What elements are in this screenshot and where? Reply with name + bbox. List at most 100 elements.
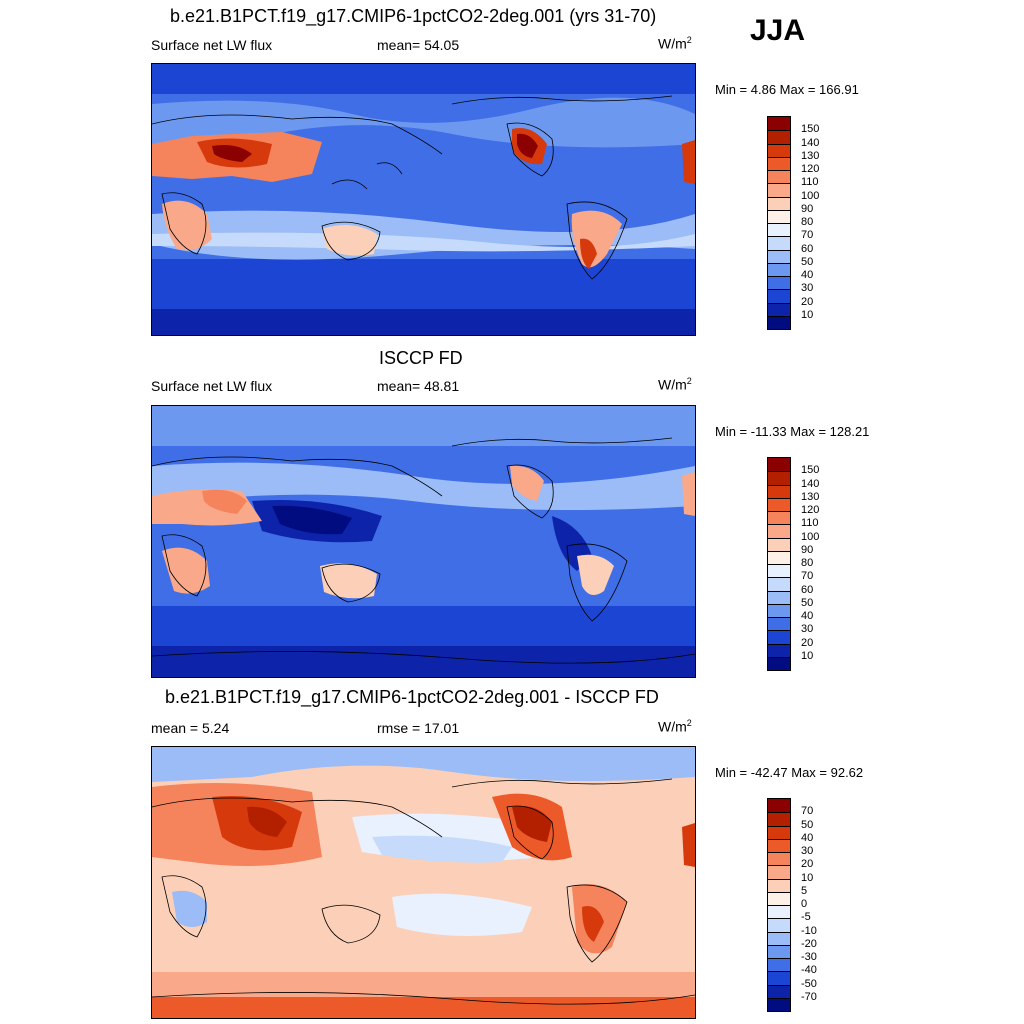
colorbar-segment — [768, 289, 790, 303]
panel1-colorbar — [767, 116, 791, 330]
panel2-units: W/m2 — [658, 376, 692, 393]
colorbar-tick-label: 40 — [801, 831, 814, 844]
colorbar-tick-label: 90 — [801, 202, 814, 215]
colorbar-tick-label: -20 — [801, 937, 817, 950]
colorbar-segment — [768, 656, 790, 670]
colorbar-segment — [768, 630, 790, 644]
colorbar-tick-label: 80 — [801, 216, 814, 228]
colorbar-segment — [768, 143, 790, 157]
colorbar-tick-label: 20 — [801, 295, 814, 308]
panel2-map — [151, 405, 696, 678]
colorbar-segment — [768, 484, 790, 498]
season-label: JJA — [750, 14, 806, 47]
colorbar-segment — [768, 262, 790, 276]
colorbar-tick-label: 20 — [801, 636, 814, 649]
colorbar-tick-label: 10 — [801, 649, 814, 662]
colorbar-tick-label: -10 — [801, 924, 817, 937]
colorbar-tick-label: 50 — [801, 596, 814, 609]
colorbar-segment — [768, 223, 790, 237]
colorbar-tick-label: 30 — [801, 282, 814, 295]
colorbar-segment — [768, 799, 790, 813]
panel2-variable-label: Surface net LW flux — [151, 378, 273, 394]
colorbar-tick-label: -70 — [801, 990, 817, 1003]
colorbar-tick-label: 30 — [801, 623, 814, 636]
colorbar-tick-label: -30 — [801, 951, 817, 963]
panel3-colorbar — [767, 798, 791, 1012]
colorbar-segment — [768, 590, 790, 604]
colorbar-segment — [768, 209, 790, 223]
colorbar-segment — [768, 971, 790, 985]
colorbar-tick-label: -5 — [801, 911, 811, 924]
colorbar-segment — [768, 918, 790, 932]
colorbar-segment — [768, 878, 790, 892]
colorbar-tick-label: 80 — [801, 557, 814, 569]
panel1-variable-label: Surface net LW flux — [151, 37, 273, 53]
panel3-rmse-label: rmse = 17.01 — [377, 720, 460, 736]
colorbar-segment — [768, 944, 790, 958]
panel2-mean-label: mean= 48.81 — [377, 378, 460, 394]
colorbar-segment — [768, 276, 790, 290]
colorbar-tick-label: 0 — [801, 898, 808, 910]
colorbar-segment — [768, 458, 790, 472]
colorbar-segment — [768, 577, 790, 591]
colorbar-segment — [768, 891, 790, 905]
colorbar-tick-label: -40 — [801, 964, 817, 977]
colorbar-segment — [768, 497, 790, 511]
colorbar-segment — [768, 603, 790, 617]
colorbar-tick-label: 120 — [801, 163, 820, 175]
panel3-minmax: Min = -42.47 Max = 92.62 — [715, 765, 864, 780]
panel2-title: ISCCP FD — [379, 348, 463, 368]
colorbar-segment — [768, 537, 790, 551]
colorbar-tick-label: 70 — [801, 805, 814, 818]
colorbar-segment — [768, 249, 790, 263]
colorbar-segment — [768, 302, 790, 316]
colorbar-segment — [768, 196, 790, 210]
colorbar-tick-label: 100 — [801, 189, 820, 202]
colorbar-tick-label: 110 — [801, 176, 819, 189]
colorbar-tick-label: -50 — [801, 977, 817, 990]
colorbar-segment — [768, 117, 790, 131]
colorbar-tick-label: 70 — [801, 229, 814, 242]
colorbar-tick-label: 150 — [801, 464, 820, 477]
colorbar-segment — [768, 825, 790, 839]
colorbar-tick-label: 110 — [801, 517, 819, 530]
colorbar-tick-label: 10 — [801, 871, 814, 884]
panel1-units: W/m2 — [658, 35, 692, 52]
panel1-title: b.e21.B1PCT.f19_g17.CMIP6-1pctCO2-2deg.0… — [170, 6, 657, 26]
colorbar-tick-label: 130 — [801, 149, 820, 162]
panel3-title: b.e21.B1PCT.f19_g17.CMIP6-1pctCO2-2deg.0… — [165, 687, 659, 707]
colorbar-tick-label: 50 — [801, 255, 814, 268]
colorbar-segment — [768, 643, 790, 657]
colorbar-segment — [768, 984, 790, 998]
panel2-minmax: Min = -11.33 Max = 128.21 — [715, 424, 870, 439]
colorbar-tick-label: 5 — [801, 884, 808, 897]
panel1-map — [151, 63, 696, 336]
panel1-minmax: Min = 4.86 Max = 166.91 — [715, 82, 859, 97]
colorbar-segment — [768, 865, 790, 879]
colorbar-tick-label: 140 — [801, 136, 820, 149]
colorbar-tick-label: 150 — [801, 123, 820, 136]
colorbar-tick-label: 130 — [801, 490, 820, 503]
panel2-colorbar — [767, 457, 791, 671]
colorbar-tick-label: 50 — [801, 818, 814, 831]
colorbar-tick-label: 70 — [801, 570, 814, 583]
colorbar-tick-label: 120 — [801, 504, 820, 516]
panel3-map — [151, 746, 696, 1019]
colorbar-tick-label: 100 — [801, 530, 820, 543]
colorbar-segment — [768, 170, 790, 184]
colorbar-segment — [768, 931, 790, 945]
colorbar-segment — [768, 997, 790, 1011]
colorbar-segment — [768, 156, 790, 170]
colorbar-tick-label: 30 — [801, 845, 814, 857]
colorbar-segment — [768, 511, 790, 525]
colorbar-tick-label: 20 — [801, 858, 814, 871]
colorbar-segment — [768, 183, 790, 197]
panel3-mean-label: mean = 5.24 — [151, 720, 230, 736]
colorbar-segment — [768, 617, 790, 631]
colorbar-segment — [768, 905, 790, 919]
colorbar-tick-label: 140 — [801, 477, 820, 490]
colorbar-tick-label: 60 — [801, 583, 814, 596]
panel3-units: W/m2 — [658, 718, 692, 735]
colorbar-segment — [768, 315, 790, 329]
colorbar-segment — [768, 524, 790, 538]
